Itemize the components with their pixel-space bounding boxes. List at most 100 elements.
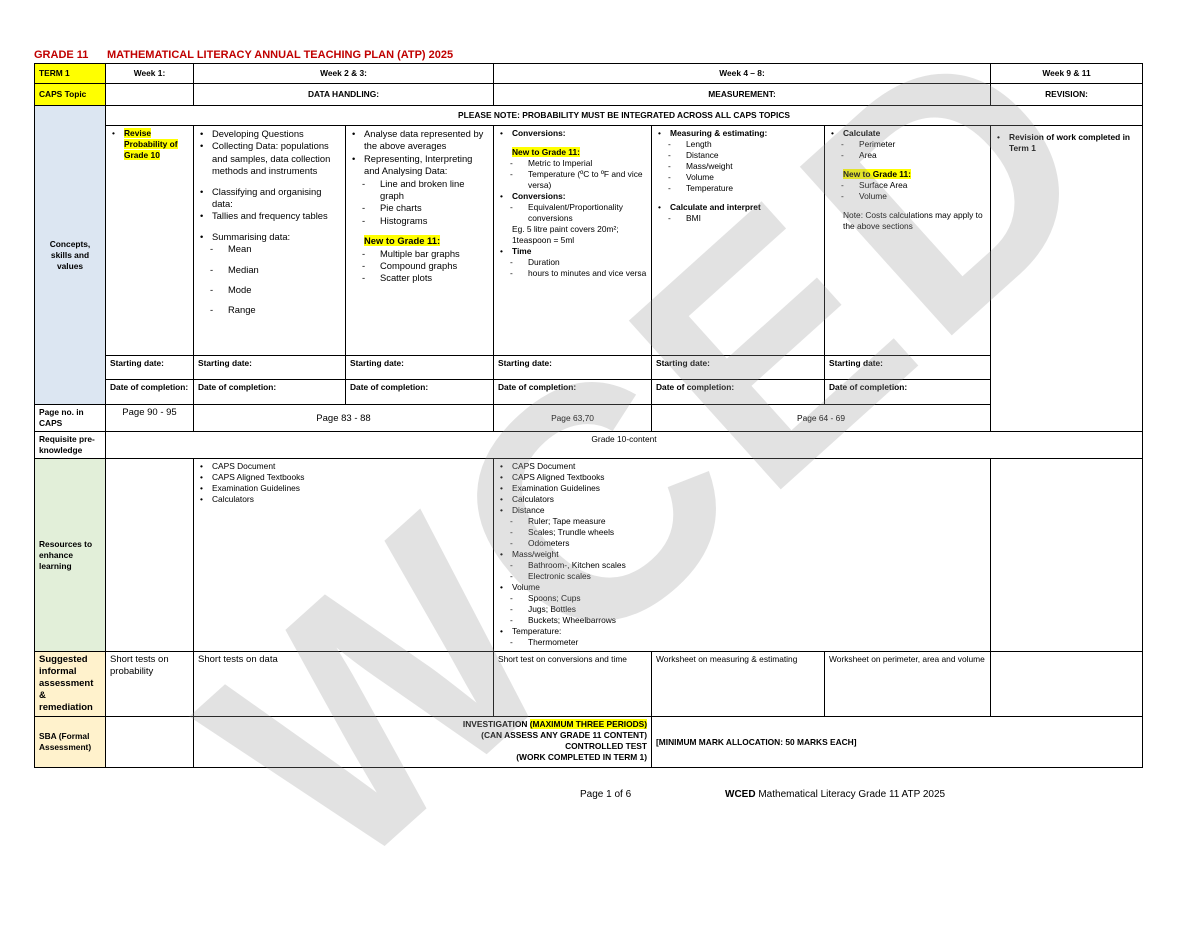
item-text: Spoons; Cups	[528, 593, 581, 603]
page-number: Page 1 of 6	[580, 789, 632, 800]
date-label: Starting date:	[345, 355, 494, 380]
item-text: Odometers	[528, 538, 570, 548]
list-item: Multiple bar graphs	[350, 247, 489, 261]
item-text: Thermometer	[528, 637, 579, 647]
item-text: Examination Guidelines	[512, 483, 600, 493]
note: PLEASE NOTE: PROBABILITY MUST BE INTEGRA…	[104, 105, 1144, 126]
list-item: Volume	[498, 582, 986, 593]
grade: GRADE 11	[34, 49, 89, 61]
item-text: Classifying and organising data:	[212, 185, 322, 210]
list-item: Metric to Imperial	[498, 158, 647, 169]
list-cell: Measuring & estimating:LengthDistanceMas…	[651, 125, 825, 356]
item-text: Median	[228, 263, 259, 275]
list-item: Representing, Interpreting and Analysing…	[350, 153, 489, 178]
page-ref: Page 64 - 69	[650, 404, 992, 432]
item-text: Temperature (ºC to ºF and vice versa)	[528, 169, 643, 190]
item-text: Duration	[528, 257, 560, 267]
list-item: Pie charts	[350, 202, 489, 215]
list-item: Equivalent/Proportionality conversions	[498, 202, 647, 224]
item-text: Volume	[686, 172, 714, 182]
week: Week 9 & 11	[990, 63, 1144, 84]
page-ref: Page 90 - 95	[105, 404, 194, 432]
assessment: Worksheet on measuring & estimating	[651, 651, 825, 717]
assessment: Short tests on data	[193, 651, 494, 717]
item-text: Volume	[512, 582, 540, 592]
item-text: Note: Costs calculations may apply to th…	[843, 210, 983, 231]
list-item: Volume	[656, 172, 820, 183]
item-text: Metric to Imperial	[528, 158, 593, 168]
topic: DATA HANDLING:	[193, 83, 494, 106]
item-text: Mean	[228, 243, 252, 255]
item-text: Examination Guidelines	[212, 483, 300, 493]
list-item: Temperature (ºC to ºF and vice versa)	[498, 169, 647, 191]
item-text: Calculators	[212, 494, 254, 504]
date-label: Starting date:	[193, 355, 346, 380]
page: Mathematical Literacy ATP {"header": {"g…	[0, 0, 1200, 849]
week: Week 2 & 3:	[193, 63, 494, 84]
item-text: Developing Questions	[212, 128, 304, 139]
item-text: Length	[686, 139, 712, 149]
list-item: Note: Costs calculations may apply to th…	[829, 210, 986, 232]
list-item: Calculate	[829, 128, 986, 139]
item-text: Conversions:	[512, 191, 566, 201]
list-item: New to Grade 11:	[829, 169, 986, 180]
list-item: Mean	[198, 243, 341, 256]
list-item: Scatter plots	[350, 272, 489, 285]
list-item: Temperature:	[498, 626, 986, 637]
list-item: Calculators	[198, 494, 489, 505]
item-text: Jugs; Bottles	[528, 604, 576, 614]
item-text: BMI	[686, 213, 701, 223]
list-item: Measuring & estimating:	[656, 128, 820, 139]
row-label: SBA (Formal Assessment)	[34, 716, 106, 768]
list-item: New to Grade 11:	[498, 147, 647, 158]
list-item: Conversions:	[498, 191, 647, 202]
list-item: Spoons; Cups	[498, 593, 986, 604]
sba-line: CONTROLLED TEST	[565, 741, 647, 751]
list-item: Conversions:	[498, 128, 647, 139]
page-ref: Page 83 - 88	[193, 404, 494, 432]
date-label: Date of completion:	[651, 379, 825, 405]
item-text: Representing, Interpreting and Analysing…	[364, 152, 473, 177]
date-label: Starting date:	[493, 355, 652, 380]
item-text: Bathroom-, Kitchen scales	[528, 560, 626, 570]
list-item: Tallies and frequency tables	[198, 210, 341, 223]
cell	[990, 651, 1144, 717]
item-text: Ruler; Tape measure	[528, 516, 606, 526]
list-item: Range	[198, 304, 341, 317]
list-item: Jugs; Bottles	[498, 604, 986, 615]
list-item: Odometers	[498, 538, 986, 549]
item-text: Calculate and interpret	[670, 202, 761, 212]
list-cell: CalculatePerimeterArea New to Grade 11:Su…	[823, 125, 992, 356]
item-text: Revise Probability of Grade 10	[124, 128, 178, 160]
item-text: Scales; Trundle wheels	[528, 527, 615, 537]
list-item: Analyse data represented by the above av…	[350, 128, 489, 153]
item-text: Tallies and frequency tables	[212, 210, 328, 222]
sba-line: (CAN ASSESS ANY GRADE 11 CONTENT)	[481, 730, 647, 740]
list-item: Revise Probability of Grade 10	[110, 128, 189, 161]
item-text: Multiple bar graphs	[380, 247, 460, 259]
item-text: New to Grade 11:	[512, 147, 580, 157]
list-item: CAPS Aligned Textbooks	[498, 472, 986, 483]
sba-periods: (MAXIMUM THREE PERIODS)	[529, 719, 647, 729]
date-label: Date of completion:	[823, 379, 992, 405]
cell	[105, 83, 194, 106]
list-item: Mass/weight	[498, 549, 986, 560]
item-text: Temperature	[686, 183, 734, 193]
row-label: Requisite pre-knowledge	[34, 431, 106, 459]
item-text: Mode	[228, 284, 252, 296]
item-text: Measuring & estimating:	[670, 128, 768, 138]
list-item: Line and broken line graph	[350, 178, 489, 203]
date-label: Date of completion:	[105, 379, 194, 405]
list-cell: Revision of work completed in Term 1	[990, 125, 1144, 432]
date-label: Date of completion:	[345, 379, 494, 405]
list-item: Summarising data:	[198, 231, 341, 244]
list-cell: Analyse data represented by the above av…	[345, 125, 494, 356]
list-cell: Revise Probability of Grade 10	[105, 125, 194, 356]
list-item: CAPS Aligned Textbooks	[198, 472, 489, 483]
topic: REVISION:	[990, 83, 1144, 106]
date-label: Starting date:	[823, 355, 992, 380]
topic: MEASUREMENT:	[492, 83, 992, 106]
list-item: Time	[498, 246, 647, 257]
list-item: Duration	[498, 257, 647, 268]
list-item: Distance	[656, 150, 820, 161]
